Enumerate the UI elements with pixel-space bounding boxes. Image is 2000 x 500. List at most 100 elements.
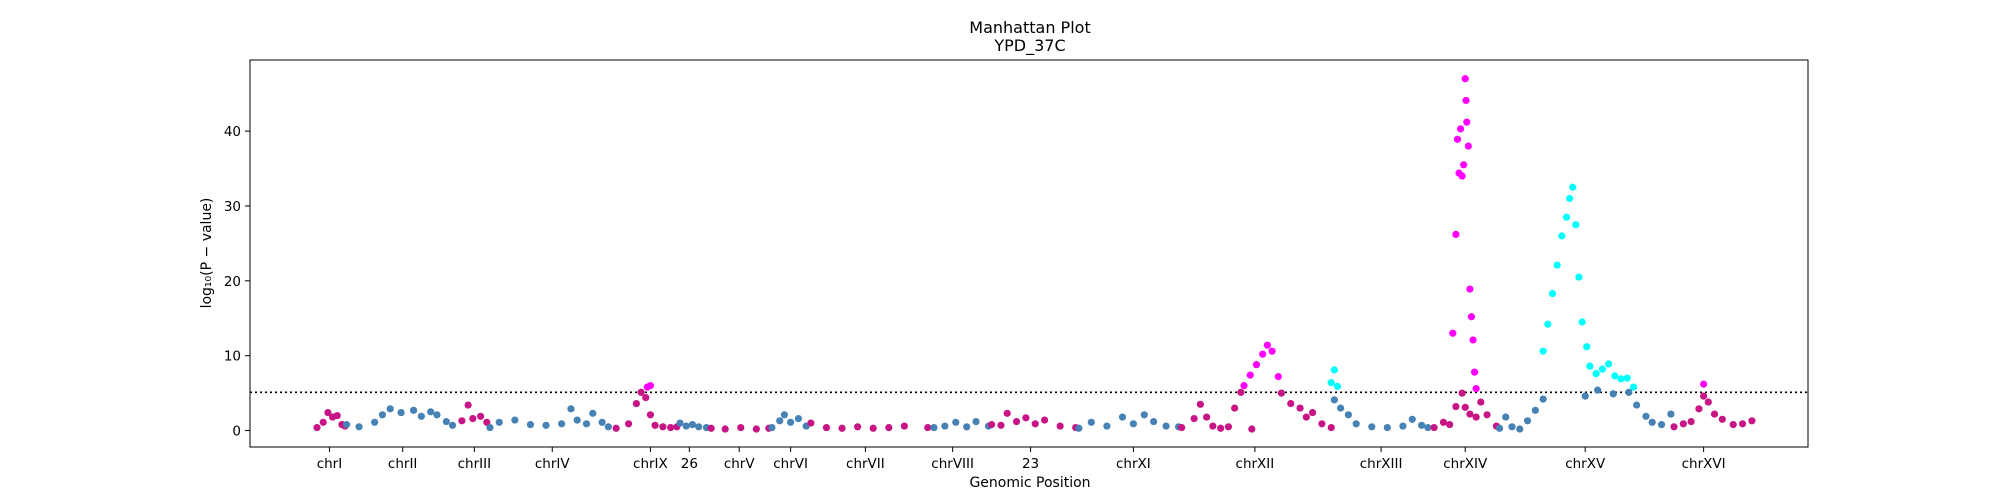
data-point	[838, 424, 846, 432]
data-point	[1031, 420, 1039, 428]
data-point	[1087, 418, 1095, 426]
data-point	[1462, 96, 1470, 105]
data-point	[1456, 125, 1465, 133]
data-point	[1259, 350, 1267, 358]
data-point	[313, 423, 321, 432]
data-point	[1466, 410, 1474, 418]
y-tick-label: 30	[224, 199, 241, 215]
data-point	[1248, 425, 1256, 433]
data-point	[1670, 423, 1678, 431]
data-point	[972, 417, 980, 426]
data-point	[1483, 411, 1491, 419]
x-tick-label: chrVI	[773, 456, 808, 472]
data-point	[1461, 403, 1469, 411]
data-point	[1461, 75, 1469, 83]
data-point	[676, 419, 684, 427]
data-point	[1178, 423, 1186, 432]
data-point	[397, 408, 405, 417]
x-tick-label: chrXIV	[1443, 456, 1488, 472]
data-point	[433, 411, 441, 419]
data-point	[854, 423, 862, 431]
data-point	[768, 423, 776, 432]
data-point	[1679, 420, 1687, 428]
data-point	[659, 423, 667, 431]
x-tick-label: chrIX	[633, 456, 668, 472]
data-point	[1572, 221, 1580, 229]
data-point	[807, 419, 815, 427]
data-point	[1657, 420, 1666, 429]
data-point	[1516, 425, 1524, 433]
data-point	[776, 417, 784, 425]
data-point	[1477, 398, 1485, 406]
x-tick-label: chrIV	[535, 456, 571, 472]
data-point	[1466, 285, 1474, 293]
data-point	[1231, 404, 1239, 412]
data-point	[1578, 318, 1586, 326]
data-point	[1129, 420, 1137, 428]
data-point	[1544, 320, 1552, 328]
data-point	[632, 399, 640, 408]
data-point	[1508, 423, 1516, 431]
data-point	[1237, 388, 1245, 396]
data-point	[624, 420, 633, 428]
data-point	[1003, 409, 1011, 417]
data-point	[1240, 382, 1248, 390]
data-point	[1352, 420, 1360, 428]
data-point	[721, 425, 729, 433]
x-tick-label: chrXIII	[1360, 456, 1403, 472]
data-point	[604, 423, 612, 431]
data-point	[1667, 410, 1675, 418]
data-point	[511, 416, 519, 424]
data-point	[1453, 135, 1462, 143]
data-point	[1592, 370, 1600, 378]
data-point	[1695, 405, 1703, 413]
data-point	[1704, 398, 1712, 406]
data-point	[1452, 230, 1460, 239]
data-point	[1203, 413, 1211, 421]
data-point	[1330, 396, 1338, 404]
data-points-layer	[313, 75, 1756, 433]
data-point	[1252, 361, 1261, 369]
data-point	[1687, 417, 1695, 426]
data-point	[1327, 379, 1335, 387]
data-point	[1463, 118, 1471, 126]
data-point	[1531, 406, 1539, 414]
data-point	[1337, 404, 1345, 412]
data-point	[941, 422, 949, 430]
x-tick-label: chrVII	[846, 456, 885, 472]
x-tick-label: 23	[1022, 456, 1039, 472]
x-tick-label: 26	[681, 456, 698, 472]
data-point	[1140, 411, 1148, 419]
data-point	[582, 420, 591, 428]
data-point	[1604, 360, 1613, 368]
chart-subtitle: YPD_37C	[993, 36, 1065, 56]
data-point	[1327, 423, 1335, 432]
data-point	[1308, 408, 1317, 417]
data-point	[1150, 417, 1158, 426]
data-point	[483, 418, 491, 426]
data-point	[1460, 161, 1468, 169]
data-point	[386, 405, 394, 413]
data-point	[646, 411, 655, 419]
data-point	[1383, 423, 1391, 432]
data-point	[1118, 413, 1127, 421]
data-point	[1318, 420, 1326, 428]
data-point	[573, 416, 581, 424]
data-point	[1190, 414, 1198, 423]
x-tick-label: chrII	[388, 456, 418, 472]
data-point	[417, 412, 425, 420]
data-point	[1539, 395, 1547, 403]
x-axis-label: Genomic Position	[969, 475, 1090, 491]
data-point	[1472, 385, 1480, 393]
data-point	[1617, 375, 1625, 383]
data-point	[1611, 372, 1619, 380]
y-tick-label: 0	[232, 424, 241, 440]
data-point	[378, 411, 387, 419]
data-point	[651, 421, 659, 429]
data-point	[1583, 343, 1591, 351]
data-point	[1553, 261, 1561, 269]
data-point	[1467, 313, 1476, 321]
data-point	[1738, 420, 1747, 428]
data-point	[787, 418, 795, 426]
data-point	[1330, 366, 1338, 374]
